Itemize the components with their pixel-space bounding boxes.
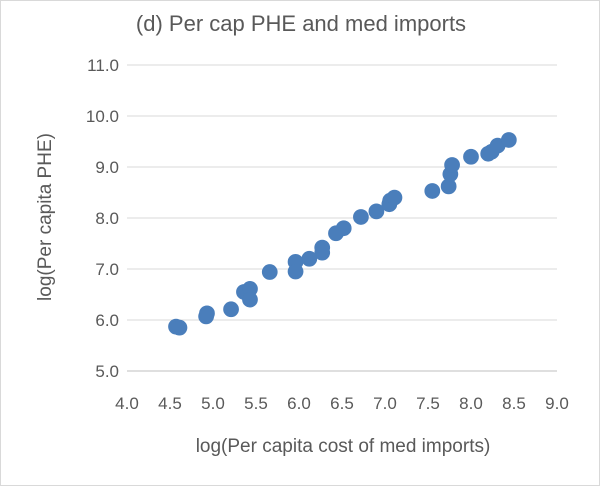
data-point xyxy=(368,203,385,220)
x-tick-label: 4.0 xyxy=(115,394,139,413)
x-tick-label: 4.5 xyxy=(158,394,182,413)
x-tick-label: 5.0 xyxy=(201,394,225,413)
x-tick-label: 9.0 xyxy=(545,394,569,413)
data-point xyxy=(386,189,403,206)
data-point xyxy=(242,291,258,308)
x-tick-label: 7.5 xyxy=(416,394,440,413)
data-point xyxy=(463,148,479,165)
data-point xyxy=(353,209,369,225)
y-tick-label: 6.0 xyxy=(95,311,119,330)
data-point xyxy=(287,263,304,280)
data-points xyxy=(168,132,517,336)
y-tick-label: 8.0 xyxy=(95,209,119,228)
y-tick-label: 9.0 xyxy=(95,158,119,177)
data-point xyxy=(314,244,331,261)
x-tick-labels: 4.0 4.5 5.0 5.5 6.0 6.5 7.0 7.5 8.0 8.5 9.0 xyxy=(115,394,569,413)
data-point xyxy=(199,305,215,322)
data-point xyxy=(171,319,188,336)
x-tick-label: 8.0 xyxy=(459,394,483,413)
gridlines xyxy=(127,64,557,372)
y-tick-labels: 5.0 6.0 7.0 8.0 9.0 10.0 11.0 xyxy=(86,56,119,381)
y-tick-label: 10.0 xyxy=(86,107,119,126)
data-point xyxy=(223,301,239,318)
data-point xyxy=(301,250,318,267)
data-point xyxy=(335,220,352,237)
x-tick-label: 7.0 xyxy=(373,394,397,413)
y-axis-title: log(Per capita PHE) xyxy=(35,133,56,301)
y-tick-label: 5.0 xyxy=(95,362,119,381)
chart-title: (d) Per cap PHE and med imports xyxy=(136,11,466,36)
data-point xyxy=(500,132,517,148)
y-tick-label: 7.0 xyxy=(95,260,119,279)
x-tick-label: 6.0 xyxy=(287,394,311,413)
data-point xyxy=(444,157,460,173)
x-axis-title: log(Per capita cost of med imports) xyxy=(196,436,491,457)
x-tick-label: 6.5 xyxy=(330,394,354,413)
x-tick-label: 8.5 xyxy=(502,394,526,413)
data-point xyxy=(424,183,441,199)
y-tick-label: 11.0 xyxy=(87,56,119,75)
x-tick-label: 5.5 xyxy=(244,394,268,413)
data-point xyxy=(261,264,278,280)
